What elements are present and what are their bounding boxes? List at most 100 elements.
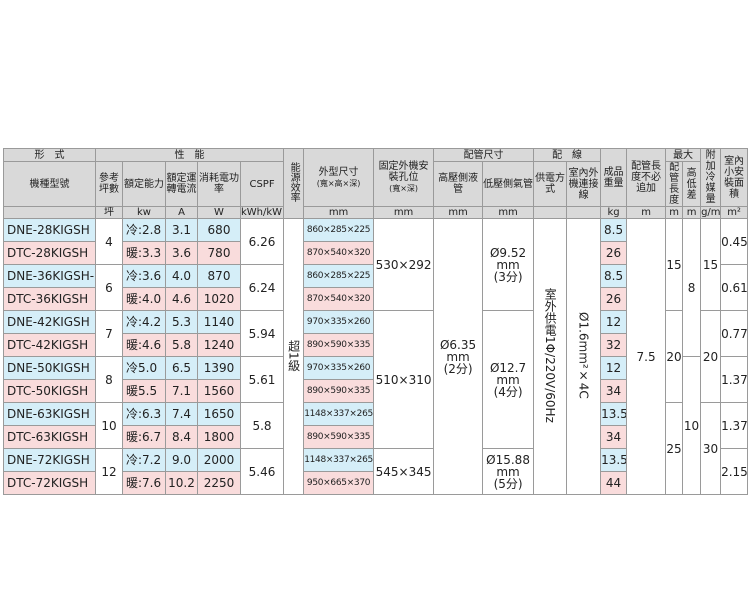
no-add-length: 7.5 (626, 218, 667, 495)
cspf: 6.24 (239, 264, 285, 311)
row: DNE-36KIGSH-1 6 冷:3.6 4.0 870 6.24 860×285×225… (3, 264, 749, 311)
refrigerant: 15 (700, 218, 722, 311)
max-length: 25 (665, 402, 684, 495)
dimensions: 1148×337×265 (303, 402, 375, 426)
unit: A (165, 206, 198, 219)
table-body: DNE-28KIGSH 4 冷:2.8 3.1 680 6.26 超1級 860×285×22… (3, 218, 749, 495)
dimensions: 890×590×335 (303, 379, 375, 403)
power: 2000 (197, 448, 241, 472)
header: 額定能力 (122, 161, 166, 207)
unit: mm (373, 206, 435, 219)
current: 4.6 (165, 287, 198, 311)
model: DNE-63KIGSH (3, 402, 96, 426)
capacity: 暖5.5 (122, 379, 166, 403)
unit: m (665, 206, 684, 219)
dimensions: 1148×337×265 (303, 448, 375, 472)
model: DNE-28KIGSH (3, 218, 96, 242)
weight: 44 (600, 471, 628, 495)
cspf: 5.94 (239, 310, 285, 357)
header: 低壓側氣管 (482, 161, 535, 207)
gas-pipe: Ø12.7 mm (4分) (482, 310, 535, 449)
unit: W (197, 206, 241, 219)
capacity: 冷5.0 (122, 356, 166, 380)
weight: 13.5 (600, 448, 628, 472)
cspf: 5.8 (239, 402, 285, 449)
current: 3.1 (165, 218, 198, 242)
gas-pipe: Ø9.52 mm (3分) (482, 218, 535, 311)
cspf: 6.26 (239, 218, 285, 265)
power: 870 (197, 264, 241, 288)
weight: 26 (600, 287, 628, 311)
cspf: 5.46 (239, 448, 285, 495)
unit (3, 206, 96, 219)
header: 高壓側液管 (433, 161, 484, 207)
ping: 8 (95, 356, 123, 403)
power: 1650 (197, 402, 241, 426)
weight: 8.5 (600, 218, 628, 242)
header: 附加冷媒量 (700, 148, 722, 207)
weight: 12 (600, 310, 628, 334)
model: DNE-42KIGSH (3, 310, 96, 334)
dimensions: 970×335×260 (303, 310, 375, 334)
dimensions: 890×590×335 (303, 425, 375, 449)
unit (533, 206, 568, 219)
min-area: 1.37 (720, 402, 749, 449)
current: 5.3 (165, 310, 198, 334)
unit: m² (720, 206, 749, 219)
capacity: 冷:6.3 (122, 402, 166, 426)
capacity: 暖:4.6 (122, 333, 166, 357)
efficiency: 超1級 (283, 218, 305, 495)
header: 形 式 (3, 148, 96, 162)
power: 1390 (197, 356, 241, 380)
header: 室內小安裝面積 (720, 148, 749, 207)
capacity: 暖:6.7 (122, 425, 166, 449)
max-height: 8 (682, 218, 702, 357)
header-text: 固定外機安裝孔位 (378, 161, 429, 183)
capacity: 暖:3.3 (122, 241, 166, 265)
header: 能源效率 (283, 148, 305, 219)
model: DTC-63KIGSH (3, 425, 96, 449)
header-text: 外型尺寸 (318, 166, 359, 178)
header: 性 能 (94, 148, 285, 162)
unit: mm (433, 206, 484, 219)
header: 固定外機安裝孔位 (寬×深) (373, 148, 435, 207)
ping: 4 (95, 218, 123, 265)
power: 680 (197, 218, 241, 242)
header: 配管長度不必追加 (626, 148, 667, 207)
hole-position: 545×345 (373, 448, 435, 495)
unit: m (682, 206, 702, 219)
dimensions: 950×665×370 (303, 471, 375, 495)
row: DTC-50KIGSH 暖5.5 7.1 1560 890×590×335 34 (3, 379, 748, 403)
capacity: 暖:4.0 (122, 287, 166, 311)
unit: kWh/kWh (239, 206, 285, 219)
min-area: 1.37 (720, 356, 749, 403)
capacity: 冷:3.6 (122, 264, 166, 288)
max-length: 20 (665, 310, 684, 403)
model: DNE-36KIGSH-1 (3, 264, 96, 288)
liquid-pipe: Ø6.35 mm (2分) (433, 218, 484, 495)
max-length: 15 (665, 218, 684, 311)
header: 額定運轉電流 (165, 161, 198, 207)
header: 室內外機連接線 (566, 161, 602, 207)
power: 780 (197, 241, 241, 265)
min-area: 0.45 (720, 218, 749, 265)
unit: mm (482, 206, 535, 219)
current: 9.0 (165, 448, 198, 472)
unit: kg (600, 206, 628, 219)
power: 1140 (197, 310, 241, 334)
weight: 34 (600, 379, 628, 403)
header: 參考坪數 (95, 161, 123, 207)
spec-table: 形 式 性 能 能源效率 外型尺寸 (寬×高×深) 固定外機安裝孔位 (寬×深) 配… (3, 148, 749, 495)
gas-pipe: Ø15.88 mm (5分) (482, 448, 535, 495)
supply: 室外供電1Φ/220V/60Hz (533, 218, 568, 495)
header: 配管長度 (665, 161, 684, 207)
dimensions: 870×540×320 (303, 287, 375, 311)
row: DTC-42KIGSH 暖:4.6 5.8 1240 890×590×335 32 (3, 333, 748, 357)
efficiency-text: 超1級 (286, 339, 301, 372)
current: 4.0 (165, 264, 198, 288)
current: 8.4 (165, 425, 198, 449)
hole-position: 530×292 (373, 218, 435, 311)
model: DTC-50KIGSH (3, 379, 96, 403)
refrigerant: 20 (700, 310, 722, 403)
